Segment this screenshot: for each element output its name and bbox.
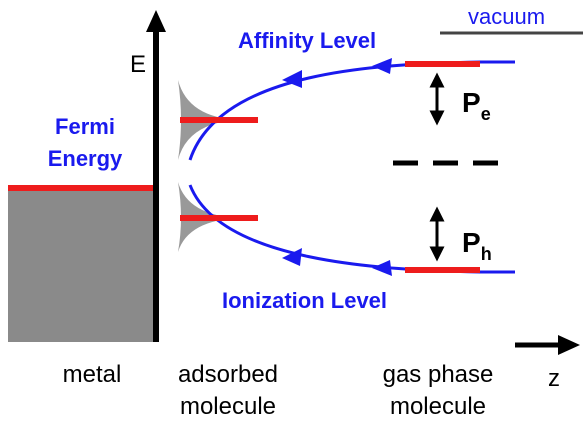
curve-arrow — [372, 260, 392, 276]
curve-arrow — [282, 70, 302, 88]
ph-label: Ph — [462, 227, 492, 264]
region-label: metal — [63, 361, 122, 388]
z-arrowhead — [558, 335, 580, 355]
region-label: adsorbed — [178, 361, 278, 388]
affinity-label: Affinity Level — [238, 28, 376, 53]
vacuum-label: vacuum — [468, 4, 545, 29]
pe-label: Pe — [462, 87, 491, 124]
ionization-label: Ionization Level — [222, 288, 387, 313]
ph-sub: h — [481, 244, 492, 264]
region-label: molecule — [180, 393, 276, 420]
region-label: molecule — [390, 393, 486, 420]
metal-block — [8, 188, 154, 342]
region-label: gas phase — [383, 361, 494, 388]
energy-label: E — [130, 51, 146, 78]
energy-arrowhead — [146, 10, 166, 32]
fermi-label: Fermi — [55, 114, 115, 139]
curve-arrow — [282, 248, 302, 266]
pe-sub: e — [481, 104, 491, 124]
pe-main: P — [462, 87, 481, 118]
curve-arrow — [372, 58, 392, 74]
z-label: z — [548, 365, 560, 392]
ph-main: P — [462, 227, 481, 258]
fermi-label: Energy — [48, 146, 123, 171]
